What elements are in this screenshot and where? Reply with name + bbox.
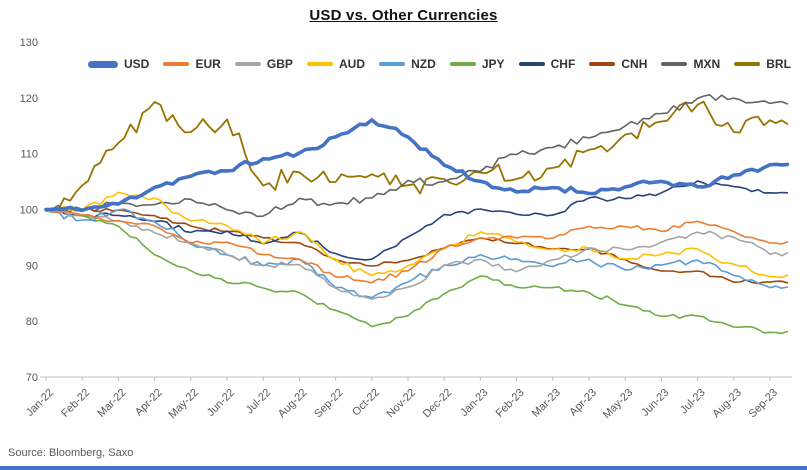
- legend-label-eur: EUR: [195, 57, 221, 71]
- x-tick-label: Jan-23: [458, 387, 490, 419]
- legend-label-usd: USD: [124, 57, 150, 71]
- legend-item-mxn: MXN: [661, 57, 720, 71]
- legend-item-nzd: NZD: [379, 57, 436, 71]
- x-tick-label: Jan-22: [24, 387, 56, 419]
- series-line-usd: [44, 118, 790, 213]
- legend-item-brl: BRL: [734, 57, 791, 71]
- chart-legend: USD EUR GBP AUD NZD JPY CHF CNH MXN BRL: [88, 57, 791, 71]
- x-tick-label: Nov-22: [385, 387, 419, 421]
- legend-label-brl: BRL: [766, 57, 791, 71]
- y-tick-label: 80: [26, 316, 38, 328]
- legend-item-jpy: JPY: [449, 57, 505, 71]
- legend-label-chf: CHF: [550, 57, 576, 71]
- series-line-mxn: [45, 94, 789, 218]
- source-note: Source: Bloomberg, Saxo: [8, 447, 134, 459]
- chart-title: USD vs. Other Currencies: [309, 7, 498, 24]
- x-tick-label: Dec-22: [421, 387, 455, 421]
- legend-item-usd: USD: [88, 57, 149, 71]
- x-tick-label: Mar-23: [530, 387, 563, 420]
- y-tick-label: 90: [26, 260, 38, 272]
- x-tick-label: Jun-23: [639, 387, 671, 419]
- legend-label-jpy: JPY: [481, 57, 505, 71]
- x-tick-label: Jul-22: [244, 387, 274, 417]
- legend-label-aud: AUD: [338, 57, 365, 71]
- legend-marker-jpy: [449, 62, 476, 66]
- x-tick-label: Sep-23: [747, 387, 781, 421]
- x-tick-label: Aug-22: [276, 387, 310, 421]
- legend-item-aud: AUD: [306, 57, 365, 71]
- y-tick-label: 120: [20, 93, 38, 105]
- legend-marker-cnh: [589, 62, 616, 66]
- series-line-aud: [45, 191, 789, 279]
- x-tick-label: Oct-22: [350, 387, 382, 419]
- x-tick-label: Jul-23: [678, 387, 708, 417]
- legend-item-gbp: GBP: [234, 57, 293, 71]
- legend-label-cnh: CNH: [621, 57, 648, 71]
- legend-item-cnh: CNH: [589, 57, 647, 71]
- x-tick-label: Feb-22: [59, 387, 92, 420]
- x-tick-label: Apr-22: [133, 387, 165, 419]
- x-tick-label: Aug-23: [710, 387, 744, 421]
- y-tick-label: 110: [20, 149, 38, 161]
- legend-marker-nzd: [379, 62, 406, 66]
- legend-label-gbp: GBP: [266, 57, 293, 71]
- legend-marker-gbp: [234, 62, 261, 66]
- y-tick-label: 100: [20, 205, 38, 217]
- series-line-brl: [45, 100, 789, 213]
- x-tick-label: Feb-23: [494, 387, 527, 420]
- series-line-chf: [45, 180, 789, 261]
- legend-item-chf: CHF: [518, 57, 576, 71]
- legend-marker-brl: [734, 62, 761, 66]
- legend-marker-mxn: [661, 62, 688, 66]
- series-line-eur: [45, 208, 789, 284]
- series-line-nzd: [45, 208, 789, 299]
- y-tick-label: 70: [26, 372, 38, 384]
- series-line-cnh: [45, 206, 789, 285]
- series-line-gbp: [45, 209, 789, 300]
- y-tick-label: 130: [20, 37, 38, 49]
- bottom-accent-bar: [0, 466, 807, 470]
- x-tick-label: May-22: [166, 387, 200, 421]
- legend-item-eur: EUR: [163, 57, 221, 71]
- legend-label-mxn: MXN: [693, 57, 721, 71]
- x-tick-label: May-23: [601, 387, 635, 421]
- x-tick-label: Sep-22: [312, 387, 346, 421]
- series-line-jpy: [45, 208, 789, 335]
- x-tick-label: Jun-22: [205, 387, 237, 419]
- legend-marker-chf: [518, 62, 545, 66]
- legend-label-nzd: NZD: [411, 57, 436, 71]
- x-tick-label: Apr-23: [567, 387, 599, 419]
- legend-marker-usd: [88, 60, 118, 68]
- legend-marker-aud: [306, 62, 333, 66]
- legend-marker-eur: [163, 62, 190, 66]
- x-tick-label: Mar-22: [95, 387, 128, 420]
